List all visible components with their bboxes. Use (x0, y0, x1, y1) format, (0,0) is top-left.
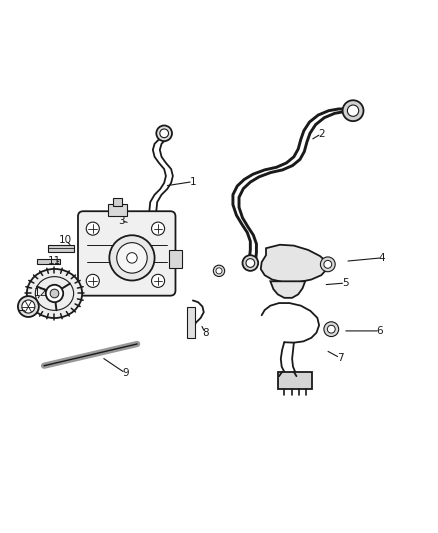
Circle shape (347, 105, 359, 116)
Circle shape (160, 129, 169, 138)
FancyBboxPatch shape (78, 211, 176, 296)
Circle shape (86, 222, 99, 235)
Circle shape (127, 253, 137, 263)
Circle shape (321, 257, 335, 272)
Text: 2: 2 (318, 129, 325, 139)
Text: 3: 3 (118, 216, 124, 226)
Circle shape (117, 243, 147, 273)
Circle shape (343, 100, 364, 121)
Circle shape (246, 259, 254, 268)
Text: 10: 10 (59, 236, 72, 245)
Bar (109, 204, 127, 216)
Bar (170, 249, 182, 268)
Circle shape (86, 274, 99, 287)
Circle shape (18, 296, 39, 317)
Circle shape (152, 274, 165, 287)
Bar (113, 198, 122, 206)
Text: 6: 6 (377, 326, 383, 336)
Circle shape (327, 325, 335, 333)
Text: 12: 12 (34, 288, 47, 298)
Text: 1: 1 (190, 176, 196, 187)
Circle shape (156, 125, 172, 141)
Polygon shape (261, 245, 327, 282)
Text: 9: 9 (122, 368, 129, 378)
Circle shape (152, 222, 165, 235)
Polygon shape (270, 281, 305, 298)
Text: 4: 4 (379, 253, 385, 263)
Text: 8: 8 (202, 328, 208, 337)
Circle shape (213, 265, 225, 277)
Circle shape (216, 268, 222, 274)
Bar (37, 259, 60, 264)
Circle shape (50, 289, 59, 298)
Bar (278, 372, 312, 389)
Circle shape (110, 235, 155, 280)
Text: 5: 5 (342, 278, 349, 288)
Text: 11: 11 (48, 256, 61, 266)
Bar (187, 306, 194, 338)
Bar (48, 245, 74, 252)
Circle shape (46, 285, 63, 302)
Ellipse shape (27, 269, 82, 318)
Circle shape (324, 261, 332, 268)
Circle shape (324, 322, 339, 336)
Circle shape (243, 255, 258, 271)
Circle shape (22, 300, 35, 313)
Text: 7: 7 (337, 353, 343, 363)
